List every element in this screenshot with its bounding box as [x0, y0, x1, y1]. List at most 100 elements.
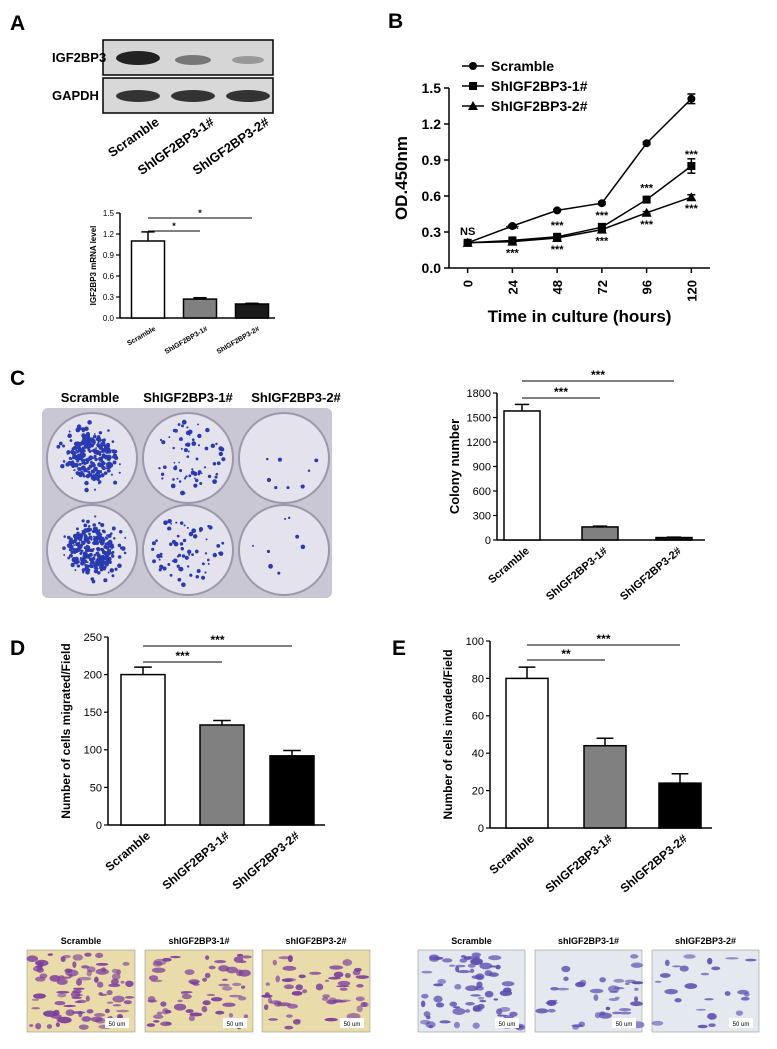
cell — [286, 1014, 293, 1018]
cell — [470, 958, 483, 966]
cell — [147, 999, 158, 1003]
cell — [148, 975, 159, 981]
cell — [33, 993, 47, 999]
cell — [104, 1008, 110, 1014]
cell — [295, 984, 303, 991]
scale-box — [223, 1018, 247, 1028]
colony — [106, 463, 111, 468]
y-tick-label: 250 — [84, 632, 102, 644]
cell — [35, 1023, 42, 1030]
cell — [315, 983, 324, 991]
colony — [85, 537, 90, 542]
cell — [509, 1011, 518, 1017]
panel-label: C — [10, 367, 25, 390]
cell — [238, 969, 251, 977]
y-tick-label: 0.9 — [422, 152, 442, 168]
legend-marker — [469, 62, 477, 70]
colony — [73, 559, 79, 565]
cell — [99, 993, 108, 996]
colony — [117, 563, 122, 569]
colony — [183, 524, 186, 527]
colony — [66, 543, 72, 548]
colony — [203, 466, 207, 469]
colony — [95, 547, 98, 550]
colony — [98, 453, 102, 457]
colony — [83, 546, 87, 550]
cell — [337, 980, 351, 986]
colony — [212, 479, 217, 484]
colony — [101, 466, 106, 471]
colony — [193, 483, 198, 488]
y-tick-label: 1.5 — [422, 80, 442, 96]
colony — [103, 555, 108, 560]
y-tick-label: 0.0 — [103, 314, 115, 323]
colony — [114, 449, 118, 454]
cell — [298, 974, 306, 979]
x-tick-label: ShIGF2BP3-1# — [544, 545, 610, 603]
scale-box — [729, 1018, 753, 1028]
panel-label: A — [10, 12, 25, 35]
cell — [95, 962, 109, 966]
cell — [455, 965, 460, 973]
cell — [664, 988, 678, 995]
cell — [231, 982, 242, 987]
colony — [107, 534, 112, 538]
cell — [265, 982, 270, 986]
colony — [85, 475, 88, 478]
colony — [167, 526, 172, 531]
colony — [79, 557, 82, 560]
cell — [556, 987, 570, 991]
colony — [93, 454, 97, 459]
plate-column-label: Scramble — [61, 390, 120, 405]
colony — [85, 569, 90, 575]
colony — [89, 562, 92, 565]
y-tick-label: 0 — [485, 535, 491, 547]
cell — [237, 996, 247, 1001]
colony — [177, 577, 182, 582]
well — [142, 504, 234, 596]
y-tick-label: 60 — [472, 711, 484, 723]
colony — [221, 457, 226, 462]
colony — [83, 534, 88, 538]
cell — [634, 996, 639, 1003]
colony — [201, 562, 205, 566]
y-tick-label: 900 — [473, 461, 491, 473]
colony — [185, 475, 188, 478]
colony — [197, 444, 201, 447]
colony — [163, 520, 168, 526]
colony — [191, 468, 194, 471]
colony — [108, 469, 111, 473]
colony — [104, 456, 108, 460]
colony — [151, 547, 155, 551]
cell — [679, 965, 689, 972]
colony — [176, 564, 180, 568]
cell — [459, 958, 468, 963]
series-line — [467, 98, 692, 244]
colony — [117, 555, 122, 559]
cell — [553, 999, 558, 1002]
cell — [264, 992, 270, 997]
colony — [192, 534, 198, 539]
marker — [507, 236, 518, 246]
y-tick-label: 1800 — [467, 388, 491, 400]
y-tick-label: 150 — [84, 707, 102, 719]
colony — [67, 556, 71, 560]
y-tick-label: 80 — [472, 673, 484, 685]
colony — [75, 527, 79, 531]
cell — [607, 985, 620, 993]
cell — [152, 960, 163, 967]
cell — [95, 952, 104, 959]
point-label: *** — [551, 220, 565, 232]
cell — [239, 960, 247, 964]
marker — [642, 139, 651, 148]
cell — [108, 983, 121, 988]
colony — [216, 544, 221, 548]
colony — [83, 554, 88, 559]
scale-box — [612, 1018, 636, 1028]
cell — [423, 1011, 431, 1018]
colony — [91, 449, 94, 452]
cell — [651, 1020, 664, 1026]
series-line — [467, 165, 692, 244]
colony — [176, 477, 179, 480]
y-tick-label: 20 — [472, 785, 484, 797]
